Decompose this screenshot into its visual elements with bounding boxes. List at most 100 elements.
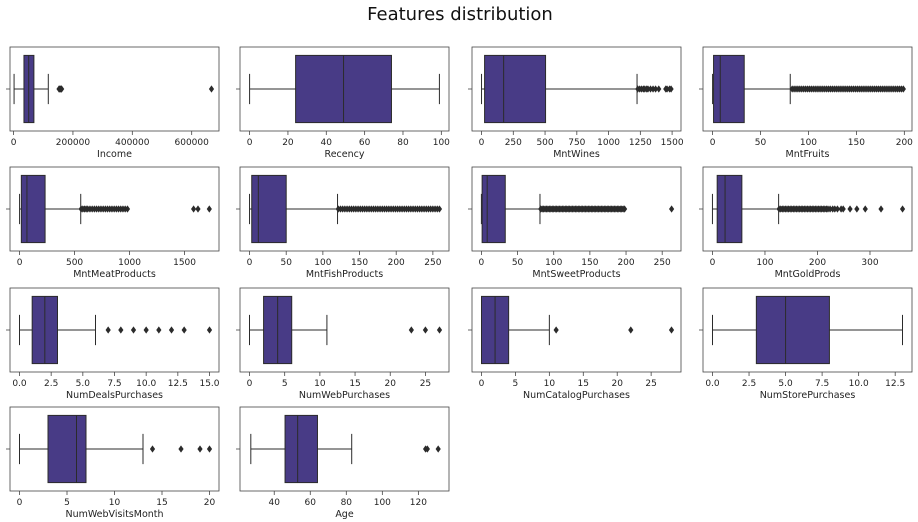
x-axis-label: NumWebPurchases xyxy=(299,390,390,401)
x-axis-label: NumDealsPurchases xyxy=(66,390,163,401)
iqr-box xyxy=(716,174,743,244)
x-tick-label: 15 xyxy=(349,379,360,389)
x-tick-label: 25 xyxy=(645,379,656,389)
outlier-point xyxy=(553,326,559,334)
x-tick-label: 5.0 xyxy=(778,379,793,389)
x-tick-label: 20 xyxy=(204,498,216,508)
x-tick-label: 600000 xyxy=(175,138,210,148)
x-tick-label: 750 xyxy=(568,138,585,148)
boxplot-panel-MntFishProducts: 0 50 100 150 200 250 MntFishProducts xyxy=(236,166,450,280)
outlier-point xyxy=(206,445,213,453)
x-tick-label: 1000 xyxy=(597,138,620,148)
outlier-point xyxy=(656,85,662,93)
boxplot-panel-Recency: 0 20 40 60 80 100 Recency xyxy=(236,46,450,160)
iqr-box xyxy=(284,414,318,484)
x-tick-label: 250 xyxy=(654,258,671,268)
x-tick-label: 12.5 xyxy=(885,379,905,389)
outlier-point xyxy=(208,85,215,93)
x-tick-label: 0 xyxy=(247,138,253,148)
x-tick-label: 5.0 xyxy=(76,379,91,389)
outlier-point xyxy=(178,445,184,453)
x-tick-label: 0.0 xyxy=(705,379,720,389)
x-tick-label: 20 xyxy=(611,379,623,389)
x-tick-label: 20 xyxy=(385,379,397,389)
outlier-point xyxy=(840,205,846,213)
x-tick-label: 500 xyxy=(536,138,553,148)
x-tick-label: 1500 xyxy=(661,138,684,148)
x-tick-label: 100 xyxy=(314,258,331,268)
x-axis-label: MntGoldProds xyxy=(775,269,841,280)
x-tick-label: 0 xyxy=(479,138,485,148)
x-tick-label: 150 xyxy=(581,258,598,268)
x-tick-label: 10 xyxy=(109,498,121,508)
x-tick-label: 120 xyxy=(410,498,427,508)
x-axis-label: MntSweetProducts xyxy=(532,269,620,280)
outlier-point xyxy=(197,445,203,453)
boxplot-panel-NumCatalogPurchases: 0 5 10 15 20 25 NumCatalogPurchases xyxy=(468,287,682,401)
outlier-point xyxy=(899,205,906,213)
x-tick-label: 400000 xyxy=(115,138,150,148)
boxplot-panel-MntFruits: 0 50 100 150 200 MntFruits xyxy=(699,46,913,160)
outlier-point xyxy=(878,205,884,213)
iqr-box xyxy=(481,174,506,244)
outlier-point xyxy=(408,326,414,334)
boxplot-panel-NumWebPurchases: 0 5 10 15 20 25 NumWebPurchases xyxy=(236,287,450,401)
x-tick-label: 40 xyxy=(321,138,333,148)
boxplot-panel-NumDealsPurchases: 0.0 2.5 5.0 7.5 10.0 12.5 15.0 NumDealsPurchase… xyxy=(6,287,220,401)
x-axis-label: MntWines xyxy=(553,149,600,160)
x-tick-label: 250 xyxy=(424,258,441,268)
x-tick-label: 50 xyxy=(280,258,292,268)
x-tick-label: 15 xyxy=(156,498,167,508)
boxplot-panel-Income: 0 200000 400000 600000 Income xyxy=(6,46,220,160)
outlier-point xyxy=(652,85,659,93)
x-tick-label: 7.5 xyxy=(107,379,121,389)
x-tick-label: 12.5 xyxy=(168,379,188,389)
x-tick-label: 0 xyxy=(11,138,17,148)
outlier-point xyxy=(118,326,124,334)
x-tick-label: 10 xyxy=(544,379,556,389)
iqr-box xyxy=(20,174,46,244)
x-tick-label: 50 xyxy=(755,138,767,148)
x-tick-label: 0 xyxy=(17,498,23,508)
x-tick-label: 150 xyxy=(351,258,368,268)
boxplot-panel-MntGoldProds: 0 100 200 300 MntGoldProds xyxy=(699,166,913,280)
x-tick-label: 10.0 xyxy=(136,379,156,389)
x-tick-label: 10.0 xyxy=(849,379,869,389)
x-tick-label: 5 xyxy=(282,379,288,389)
x-tick-label: 80 xyxy=(397,138,409,148)
outlier-point xyxy=(621,205,628,213)
x-tick-label: 0 xyxy=(710,138,716,148)
x-tick-label: 1250 xyxy=(629,138,652,148)
x-tick-label: 20 xyxy=(282,138,294,148)
x-tick-label: 60 xyxy=(305,498,317,508)
x-axis-label: Recency xyxy=(325,149,365,160)
x-tick-label: 10 xyxy=(314,379,326,389)
x-tick-label: 1000 xyxy=(118,258,141,268)
x-tick-label: 250 xyxy=(505,138,522,148)
x-tick-label: 15.0 xyxy=(199,379,219,389)
x-tick-label: 2.5 xyxy=(44,379,58,389)
x-tick-label: 80 xyxy=(341,498,353,508)
outlier-point xyxy=(59,85,65,93)
x-tick-label: 50 xyxy=(512,258,524,268)
outlier-point xyxy=(206,326,213,334)
x-axis-label: MntFishProducts xyxy=(306,269,383,280)
x-tick-label: 5 xyxy=(513,379,519,389)
iqr-box xyxy=(755,295,830,365)
boxplot-panel-MntMeatProducts: 0 500 1000 1500 MntMeatProducts xyxy=(6,166,220,280)
x-tick-label: 0 xyxy=(479,379,485,389)
outlier-point xyxy=(628,326,634,334)
outlier-point xyxy=(435,445,441,453)
iqr-box xyxy=(713,54,745,124)
x-tick-label: 500 xyxy=(66,258,83,268)
x-tick-label: 200000 xyxy=(56,138,91,148)
x-tick-label: 100 xyxy=(433,138,450,148)
x-tick-label: 25 xyxy=(420,379,431,389)
outlier-point xyxy=(105,326,111,334)
x-tick-label: 0.0 xyxy=(12,379,27,389)
x-axis-label: NumStorePurchases xyxy=(760,390,856,401)
outlier-point xyxy=(862,205,868,213)
outlier-point xyxy=(424,445,430,453)
